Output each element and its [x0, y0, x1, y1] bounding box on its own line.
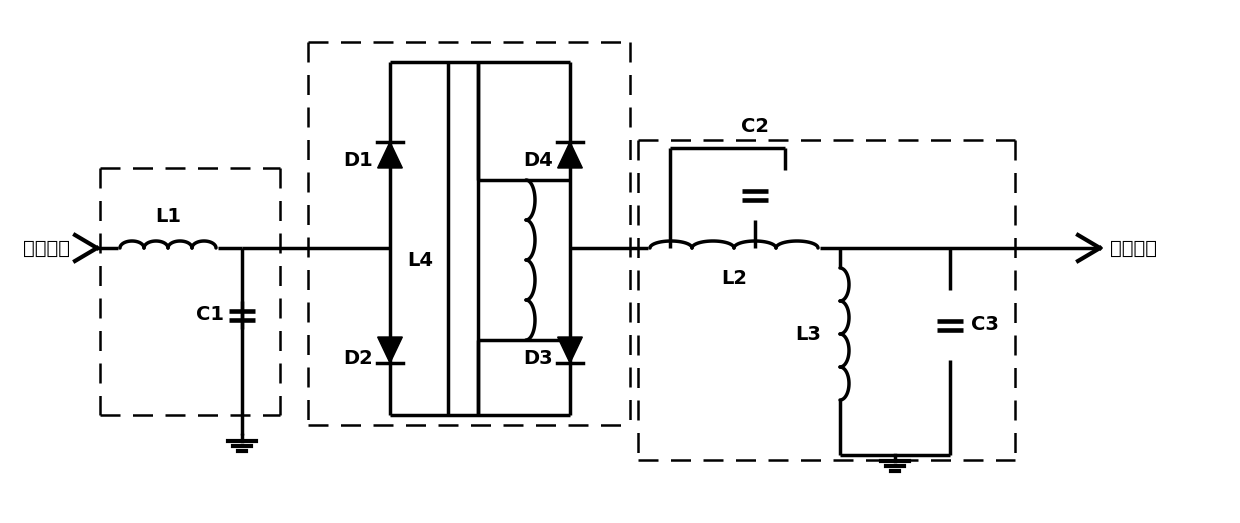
Text: L3: L3: [795, 324, 821, 344]
Text: 倍频输出: 倍频输出: [1110, 238, 1157, 257]
Text: C1: C1: [196, 305, 224, 324]
Text: C2: C2: [742, 117, 769, 135]
Text: L1: L1: [155, 207, 181, 225]
Text: D1: D1: [343, 151, 373, 169]
Text: 倍频输入: 倍频输入: [24, 238, 69, 257]
Text: L2: L2: [720, 268, 746, 288]
Text: D2: D2: [343, 348, 373, 368]
Polygon shape: [378, 337, 402, 363]
Polygon shape: [378, 142, 402, 168]
Polygon shape: [558, 337, 583, 363]
Text: C3: C3: [971, 315, 999, 335]
Text: D4: D4: [523, 151, 553, 169]
Text: D3: D3: [523, 348, 553, 368]
Polygon shape: [558, 142, 583, 168]
Text: L4: L4: [407, 251, 433, 269]
